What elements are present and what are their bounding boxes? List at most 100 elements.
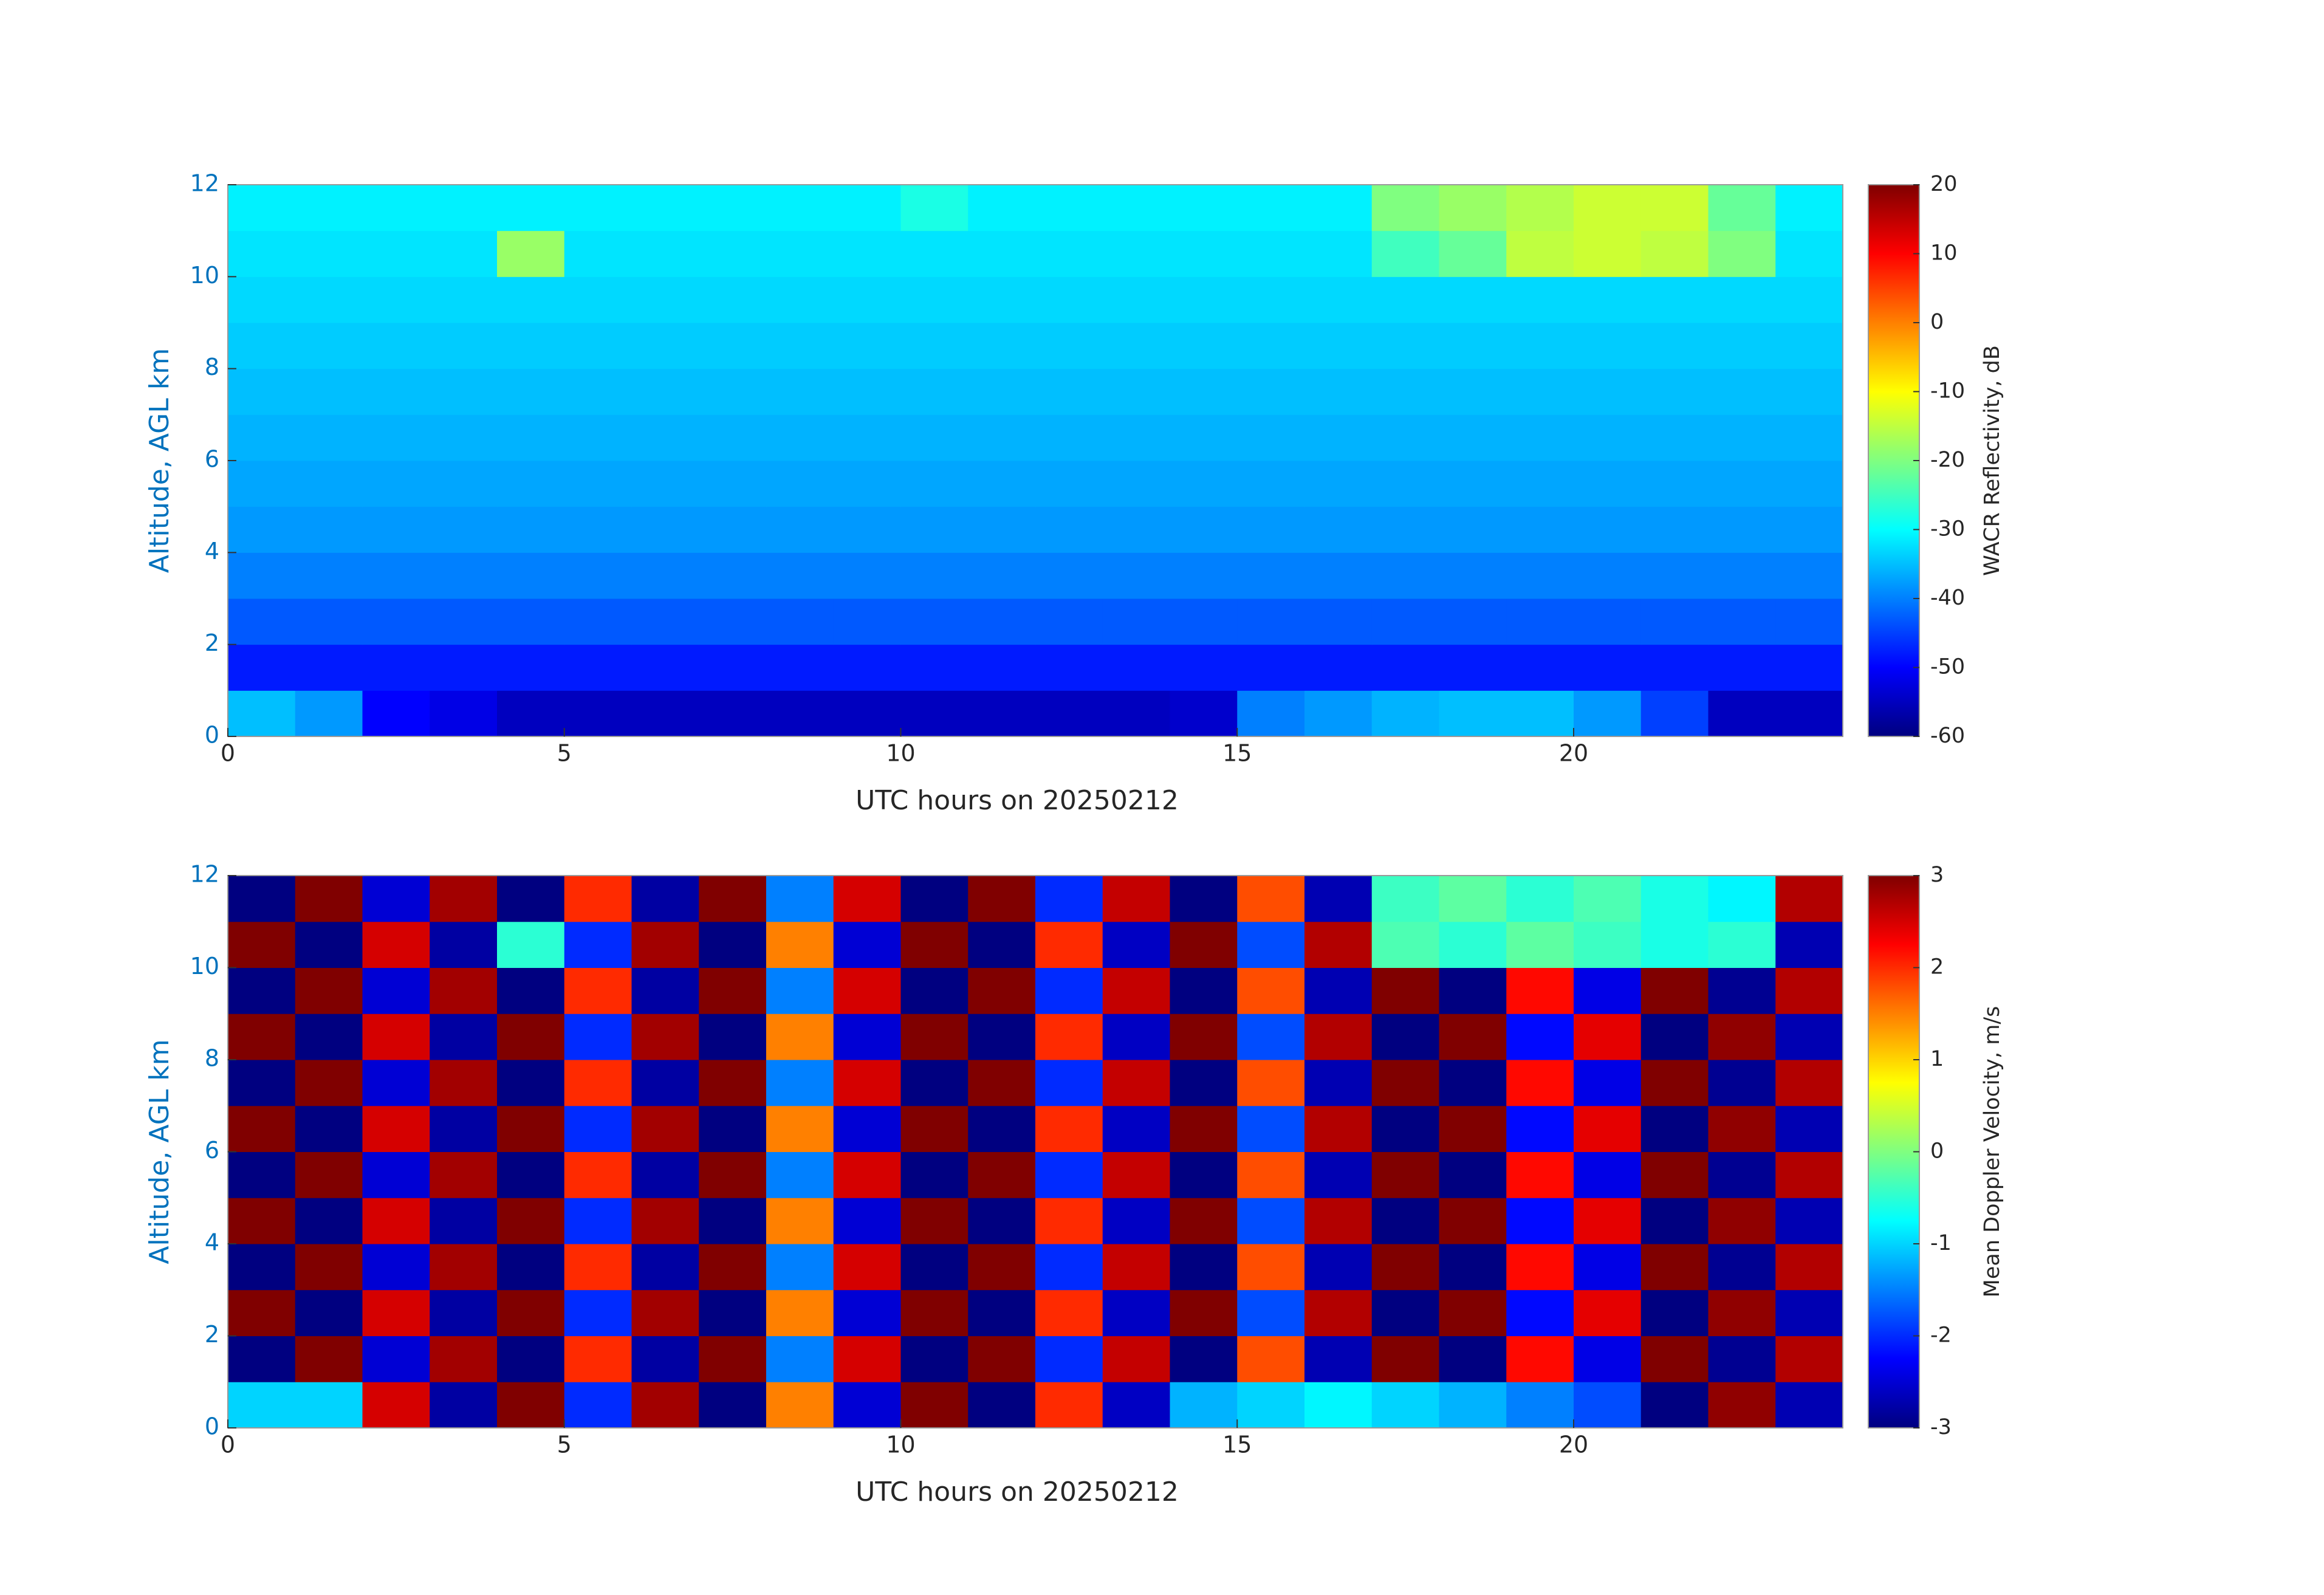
y-tick-label: 0 [205,722,219,749]
heat-cell [699,1105,767,1152]
colorbar-tick-label: -30 [1930,517,1965,541]
heat-cell [1170,230,1238,277]
heat-cell [295,1105,363,1152]
heat-cell [1304,1336,1373,1382]
heat-cell [1574,1336,1642,1382]
heat-cell [1035,967,1103,1014]
heat-cell [1102,461,1170,507]
heat-cell [1170,368,1238,415]
colorbar-label: WACR Reflectivity, dB [1980,345,2004,576]
heat-cell [1574,368,1642,415]
heat-cell [564,1382,632,1429]
x-tick-label: 0 [221,1432,235,1458]
heat-cell [1574,876,1642,922]
heat-cell [1304,368,1373,415]
heat-cell [228,644,296,691]
heat-cell [497,1060,565,1106]
heat-cell [1640,876,1709,922]
heat-cell [1775,506,1843,553]
heat-cell [1304,1289,1373,1336]
heat-cell [1102,276,1170,323]
heat-cell [430,1014,498,1060]
heat-cell [833,323,901,369]
heat-cell [1506,552,1574,599]
heat-cell [497,1014,565,1060]
heat-cell [968,323,1036,369]
heat-cell [1304,1198,1373,1244]
heat-cell [1640,276,1709,323]
heat-cell [1304,414,1373,461]
heat-cell [1708,185,1776,232]
heat-cell [430,644,498,691]
heat-cell [228,1382,296,1429]
heat-cell [497,276,565,323]
heat-cell [1102,644,1170,691]
heat-cell [1371,323,1439,369]
heat-cell [1775,876,1843,922]
heat-cell [430,1060,498,1106]
heat-cell [766,1244,834,1291]
heat-cell [1439,1382,1507,1429]
heat-cell [1640,230,1709,277]
heat-cell [1640,1336,1709,1382]
heat-cell [1102,1244,1170,1291]
heat-cell [1775,414,1843,461]
heat-cell [1708,1014,1776,1060]
heat-cell [833,1198,901,1244]
heat-cell [1640,1014,1709,1060]
heat-cell [1775,185,1843,232]
heat-cell [631,967,699,1014]
heat-cell [1506,876,1574,922]
heat-cell [968,552,1036,599]
heat-cell [430,876,498,922]
heat-cell [631,921,699,968]
heat-cell [295,644,363,691]
heat-cell [631,276,699,323]
heat-cell [295,1336,363,1382]
heat-cell [833,230,901,277]
heat-cell [1439,414,1507,461]
heat-cell [1574,1060,1642,1106]
heat-cell [766,1105,834,1152]
heat-cell [833,414,901,461]
heat-cell [833,368,901,415]
heat-cell [497,644,565,691]
heat-cell [430,552,498,599]
heat-cell [631,506,699,553]
heat-cell [968,1105,1036,1152]
heat-cell [1439,1336,1507,1382]
colorbar-tick-label: 20 [1930,172,1958,196]
heat-cell [699,552,767,599]
heat-cell [766,921,834,968]
heat-cell [1237,1060,1305,1106]
heat-cell [631,1382,699,1429]
heat-cell [1170,1060,1238,1106]
heat-cell [497,967,565,1014]
heat-cell [362,1244,430,1291]
heat-cell [564,1105,632,1152]
heat-cell [1237,506,1305,553]
heat-cell [564,1198,632,1244]
heat-cell [1506,1060,1574,1106]
heat-cell [1237,1382,1305,1429]
heat-cell [1237,368,1305,415]
heat-cell [1035,1105,1103,1152]
heat-cell [1439,1198,1507,1244]
x-tick-label: 15 [1222,740,1252,767]
heat-cell [968,921,1036,968]
heat-cell [1439,276,1507,323]
heat-cell [564,1014,632,1060]
heat-cell [1170,1105,1238,1152]
heat-cell [766,1289,834,1336]
heat-cell [766,1060,834,1106]
heat-cell [430,967,498,1014]
x-tick-label: 5 [557,740,572,767]
heat-cell [497,599,565,645]
heat-cell [430,1336,498,1382]
heat-cell [1102,1382,1170,1429]
heat-cell [228,1014,296,1060]
heat-cell [228,1105,296,1152]
heat-cell [497,1151,565,1198]
heat-cell [1102,230,1170,277]
